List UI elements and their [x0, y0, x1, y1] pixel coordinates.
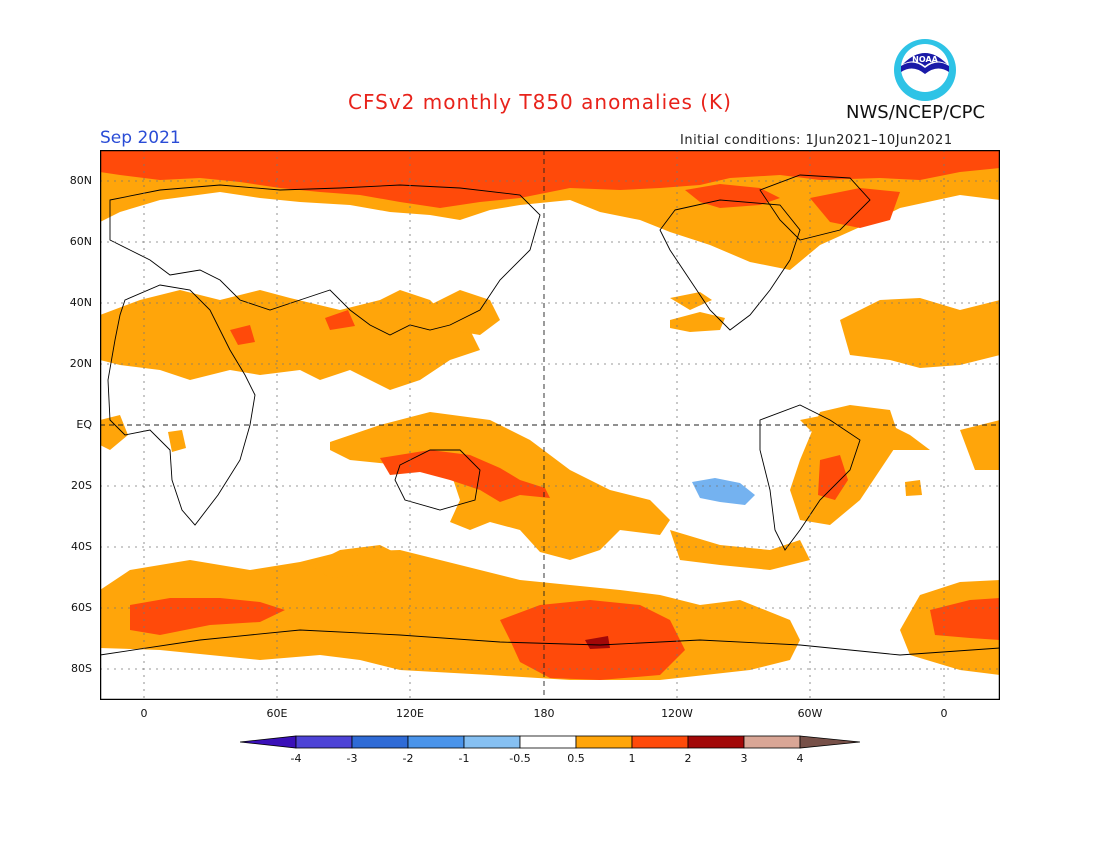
- colorbar-swatch-4: [463, 735, 521, 749]
- colorbar-label: -0.5: [509, 752, 531, 765]
- lon-label: 120E: [396, 707, 424, 720]
- colorbar-label: -2: [402, 752, 414, 765]
- graticule: [100, 150, 1000, 700]
- colorbar-label: -4: [290, 752, 302, 765]
- lon-label: 0: [940, 707, 948, 720]
- lon-label: 60E: [266, 707, 288, 720]
- coastlines: [100, 174, 1000, 656]
- colorbar-swatch-10: [799, 735, 860, 749]
- colorbar-swatch-7: [631, 735, 689, 749]
- colorbar-swatch-1: [295, 735, 353, 749]
- forecast-month: Sep 2021: [100, 128, 181, 148]
- lon-label: 120W: [661, 707, 693, 720]
- colorbar-swatch-8: [687, 735, 745, 749]
- lon-label: 0: [140, 707, 148, 720]
- lat-label: 40N: [69, 296, 92, 309]
- anomaly-blue-regions: [692, 478, 755, 505]
- lon-label: 60W: [797, 707, 823, 720]
- lat-label: 20N: [69, 357, 92, 370]
- colorbar-swatch-3: [407, 735, 465, 749]
- lat-label: 60S: [71, 601, 92, 614]
- colorbar-label: 0.5: [567, 752, 585, 765]
- reference-lines: [100, 150, 1000, 700]
- logo-text: NOAA: [912, 55, 938, 64]
- lon-label: 180: [533, 707, 555, 720]
- colorbar-swatch-6: [575, 735, 633, 749]
- colorbar-label: 1: [628, 752, 636, 765]
- colorbar-label: -1: [458, 752, 470, 765]
- colorbar-swatch-5: [519, 735, 577, 749]
- colorbar-label: -3: [346, 752, 358, 765]
- lat-label: 40S: [71, 540, 92, 553]
- map-title: CFSv2 monthly T850 anomalies (K): [348, 90, 732, 114]
- anomaly-darkred-regions: [585, 636, 610, 649]
- colorbar-swatch-0: [240, 735, 297, 749]
- noaa-logo: NOAA: [894, 39, 956, 101]
- colorbar: [240, 735, 860, 749]
- agency-label: NWS/NCEP/CPC: [846, 102, 986, 123]
- lat-label: 80S: [71, 662, 92, 675]
- lat-label: EQ: [76, 418, 92, 431]
- colorbar-swatch-9: [743, 735, 801, 749]
- lat-label: 80N: [69, 174, 92, 187]
- colorbar-label: 4: [796, 752, 804, 765]
- lat-label: 60N: [69, 235, 92, 248]
- anomaly-map: [100, 150, 1000, 700]
- lat-label: 20S: [71, 479, 92, 492]
- initial-conditions: Initial conditions: 1Jun2021–10Jun2021: [680, 133, 953, 148]
- colorbar-label: 2: [684, 752, 692, 765]
- colorbar-swatch-2: [351, 735, 409, 749]
- colorbar-label: 3: [740, 752, 748, 765]
